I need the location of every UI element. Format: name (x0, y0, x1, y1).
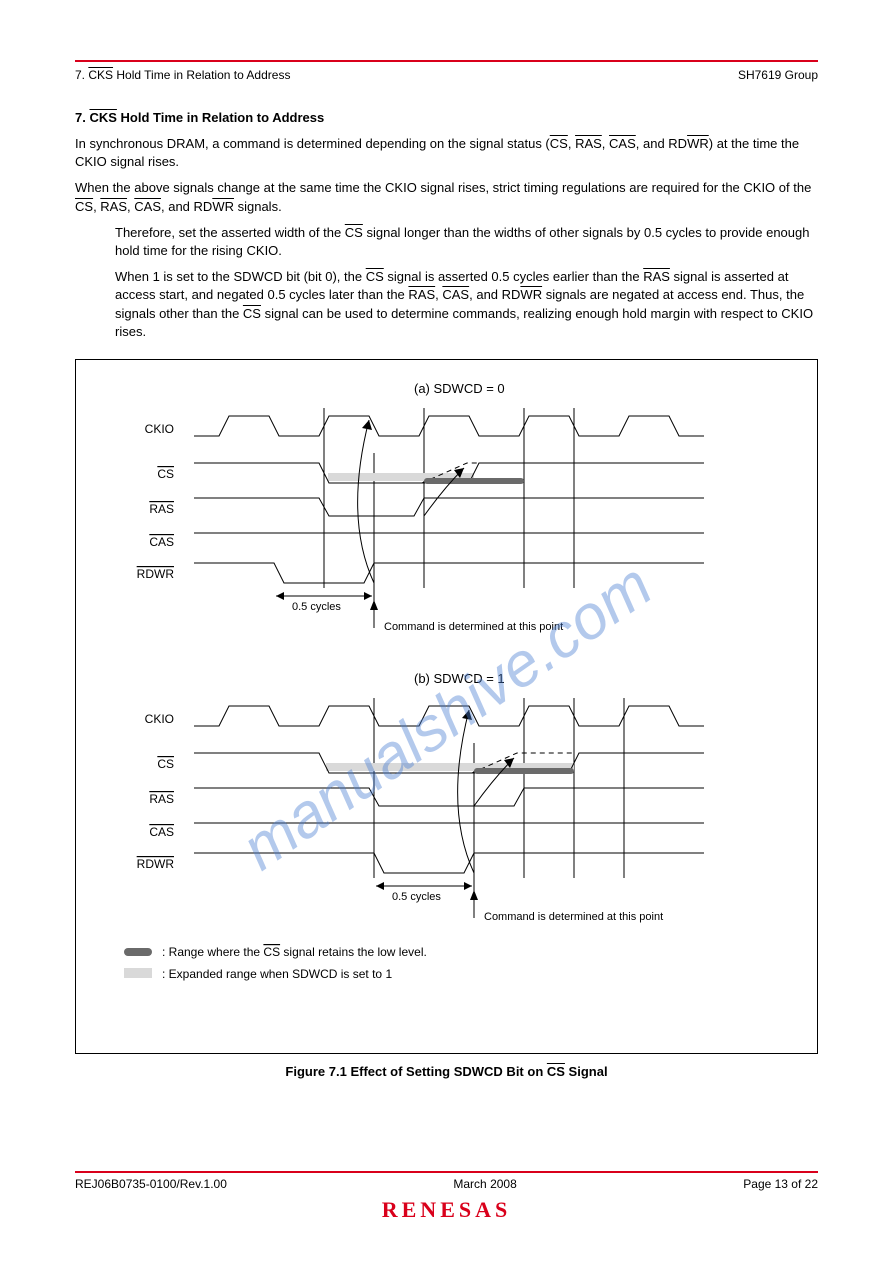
paragraph-1: In synchronous DRAM, a command is determ… (75, 135, 818, 171)
title-prefix: 7. (75, 110, 89, 125)
figure-box: manualshive.com (a) SDWCD = 0 CKIO CS (75, 359, 818, 1054)
timing-diagram: (a) SDWCD = 0 CKIO CS RAS (94, 378, 764, 1028)
footer: REJ06B0735-0100/Rev.1.00 March 2008 Page… (75, 1171, 818, 1223)
block-a-title: (a) SDWCD = 0 (414, 381, 505, 396)
label-cs-a: CS (157, 467, 174, 481)
header-rule (75, 60, 818, 62)
legend-2: : Expanded range when SDWCD is set to 1 (162, 967, 392, 981)
legend-swatch-dark (124, 948, 152, 956)
header: 7. CKS Hold Time in Relation to Address … (75, 68, 818, 82)
paragraph-3: Therefore, set the asserted width of the… (115, 224, 818, 260)
note-a: Command is determined at this point (384, 621, 563, 633)
footer-page: Page 13 of 22 (743, 1177, 818, 1191)
footer-rule (75, 1171, 818, 1173)
label-cs-b: CS (157, 757, 174, 771)
title-cks: CKS (89, 110, 116, 125)
label-cas-b: CAS (149, 825, 174, 839)
label-rdwr-a: RDWR (137, 567, 175, 581)
title-suffix: Hold Time in Relation to Address (117, 110, 324, 125)
legend-1: : Range where the CS signal retains the … (162, 945, 427, 959)
label-ckio-a: CKIO (145, 422, 174, 436)
arrow-label-a: 0.5 cycles (292, 601, 341, 613)
label-ckio-b: CKIO (145, 712, 174, 726)
label-ras-a: RAS (149, 502, 174, 516)
section-title: 7. CKS Hold Time in Relation to Address (75, 110, 818, 125)
brand-logo: RENESAS (382, 1197, 511, 1222)
legend-swatch-light (124, 968, 152, 978)
block-b-title: (b) SDWCD = 1 (414, 671, 505, 686)
figure-caption: Figure 7.1 Effect of Setting SDWCD Bit o… (75, 1064, 818, 1079)
dark-bar-b (474, 768, 574, 774)
dark-bar-a (424, 478, 524, 484)
header-right: SH7619 Group (738, 68, 818, 82)
footer-date: March 2008 (453, 1177, 516, 1191)
header-left: 7. CKS Hold Time in Relation to Address (75, 68, 290, 82)
label-ras-b: RAS (149, 792, 174, 806)
header-suffix: Hold Time in Relation to Address (113, 68, 290, 82)
label-cas-a: CAS (149, 535, 174, 549)
note-b: Command is determined at this point (484, 911, 663, 923)
paragraph-4: When 1 is set to the SDWCD bit (bit 0), … (115, 268, 818, 341)
header-prefix: 7. (75, 68, 88, 82)
arrow-label-b: 0.5 cycles (392, 891, 441, 903)
paragraph-2: When the above signals change at the sam… (75, 179, 818, 215)
footer-doc: REJ06B0735-0100/Rev.1.00 (75, 1177, 227, 1191)
header-cks: CKS (88, 68, 113, 82)
label-rdwr-b: RDWR (137, 857, 175, 871)
